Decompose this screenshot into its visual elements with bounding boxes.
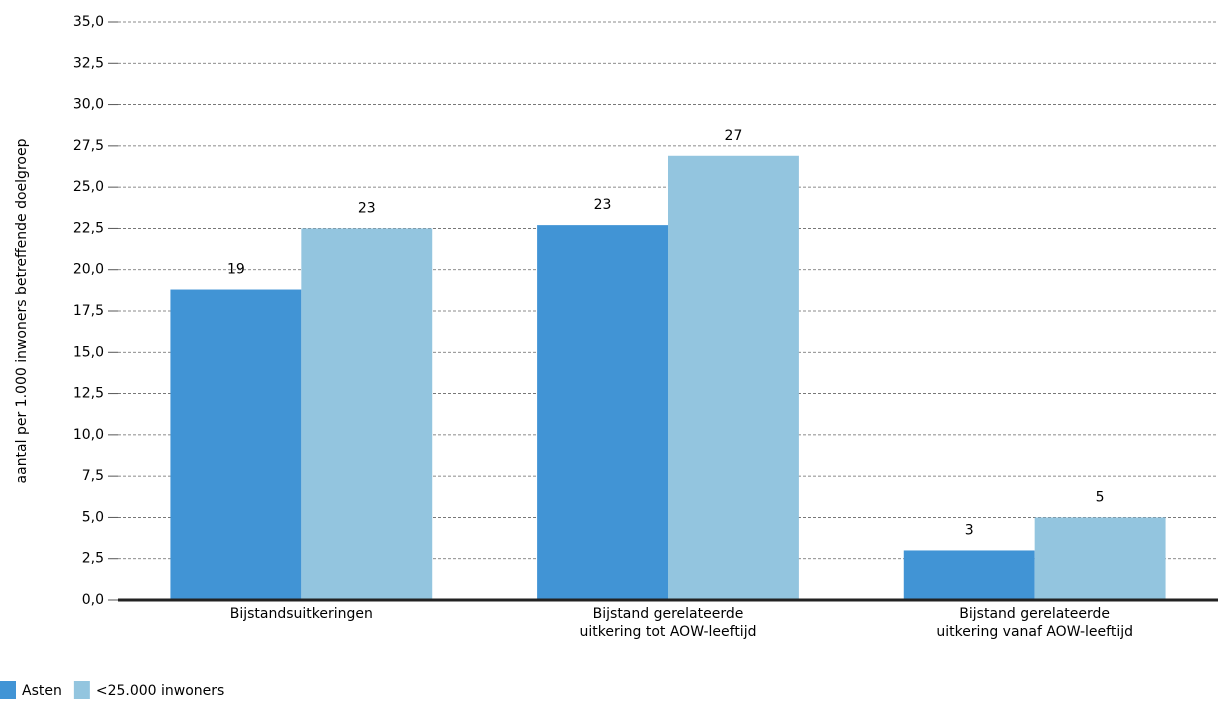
legend-swatch	[73, 681, 90, 699]
value-label: 23	[594, 197, 612, 213]
bar	[1034, 517, 1166, 600]
y-tick-label: 17,5	[73, 303, 104, 319]
x-tick-label-line: Bijstand gerelateerde	[959, 606, 1110, 622]
bar	[903, 550, 1035, 600]
x-tick-label-line: uitkering tot AOW-leeftijd	[580, 624, 757, 640]
x-tick-label: Bijstandsuitkeringen	[230, 606, 373, 622]
y-tick-label: 30,0	[73, 97, 104, 113]
y-tick-label: 25,0	[73, 179, 104, 195]
y-tick-label: 35,0	[73, 14, 104, 30]
y-tick-label: 10,0	[73, 427, 104, 443]
y-tick-label: 12,5	[73, 386, 104, 402]
y-tick-label: 15,0	[73, 344, 104, 360]
y-tick-label: 7,5	[82, 468, 104, 484]
legend-label: <25.000 inwoners	[96, 683, 224, 699]
bar	[668, 155, 799, 600]
y-tick-label: 20,0	[73, 262, 104, 278]
value-label: 23	[358, 200, 376, 216]
x-tick-label-line: uitkering vanaf AOW-leeftijd	[936, 624, 1133, 640]
x-tick-label: Bijstand gerelateerde uitkering vanaf AOW…	[936, 606, 1133, 640]
legend-swatch	[0, 681, 16, 699]
y-tick-label: 27,5	[73, 138, 104, 154]
x-tick-label: Bijstand gerelateerde uitkering tot AOW-l…	[580, 606, 757, 640]
legend-label: Asten	[22, 683, 62, 699]
y-tick-label: 5,0	[82, 509, 104, 525]
bar	[301, 228, 433, 600]
value-label: 5	[1096, 489, 1105, 505]
x-tick-label-line: Bijstand gerelateerde	[593, 606, 744, 622]
y-tick-label: 2,5	[82, 551, 104, 567]
value-label: 3	[965, 522, 974, 538]
y-tick-label: 32,5	[73, 55, 104, 71]
y-tick-label: 0,0	[82, 592, 104, 608]
y-axis-label: aantal per 1.000 inwoners betreffende do…	[14, 138, 30, 483]
bar	[170, 289, 302, 600]
bar	[537, 225, 668, 600]
x-tick-label-line: Bijstandsuitkeringen	[230, 606, 373, 622]
value-label: 19	[227, 262, 245, 278]
y-tick-label: 22,5	[73, 220, 104, 236]
value-label: 27	[725, 128, 743, 144]
